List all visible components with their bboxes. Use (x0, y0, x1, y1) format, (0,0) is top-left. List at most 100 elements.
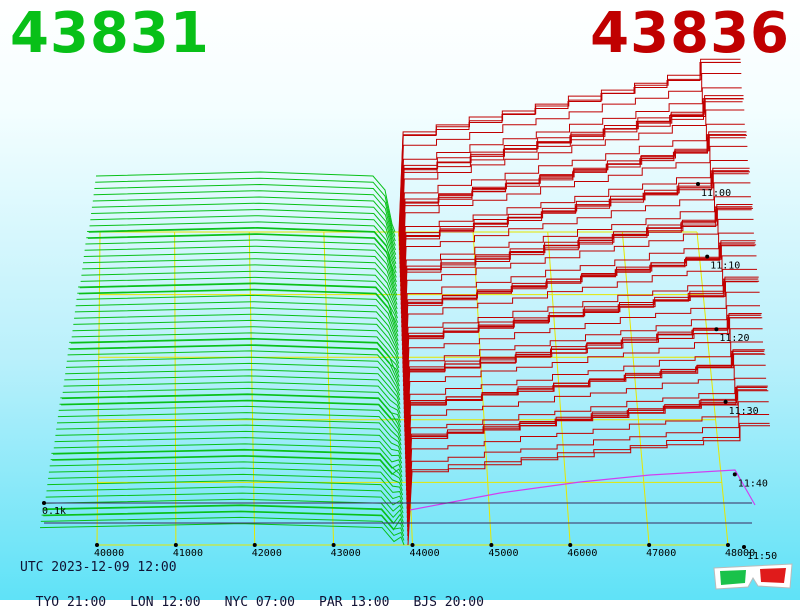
bid-depth-curve (39, 523, 405, 546)
axis-layer: 40000 41000 42000 43000 44000 45000 46000 47000… (42, 182, 777, 562)
bid-depth-curve (61, 400, 402, 428)
x-tick-label: 42000 (252, 548, 282, 559)
3d-glasses-icon[interactable] (712, 560, 794, 592)
bid-depth-curve (54, 437, 403, 464)
paris-time: PAR 13:00 (319, 595, 390, 610)
bid-depth-curve (95, 177, 396, 237)
bid-depth-curve (91, 208, 397, 260)
bid-depth-curve (85, 239, 398, 292)
time-tick-marker (732, 472, 737, 477)
ask-depth-curve (399, 109, 745, 278)
bid-depth-curve (73, 319, 400, 360)
bid-depth-curve (44, 505, 404, 525)
ask-depth-curve (406, 377, 767, 505)
bid-depth-curve (93, 190, 396, 246)
ask-depth-curve (405, 350, 764, 478)
bid-depth-curve (89, 221, 397, 269)
ask-depth-curve (398, 61, 741, 242)
bid-depth-curve (82, 264, 398, 310)
bid-depth-curve (74, 307, 399, 351)
bid-depth-curve (56, 424, 402, 455)
bid-depth-curve (87, 226, 397, 283)
bid-depth-curve (87, 233, 397, 278)
ask-depth-curve (406, 389, 767, 514)
ask-depth-curve (405, 328, 763, 468)
x-tick-marker (726, 543, 730, 547)
tokyo-time: TYO 21:00 (35, 595, 107, 610)
ask-depth-curve (399, 87, 742, 251)
new-york-time: NYC 07:00 (224, 595, 296, 610)
grid-line-price-41000 (174, 231, 177, 546)
ask-depth-curve (403, 255, 757, 405)
bid-depth-curve (81, 270, 398, 314)
bid-depth-curve (65, 362, 401, 400)
ask-depth-curve (405, 313, 762, 459)
time-tick-marker (723, 399, 728, 404)
ask-depth-curve (401, 171, 750, 337)
x-tick-marker (95, 543, 99, 547)
x-tick-label: 44000 (410, 548, 440, 559)
time-tick-label: 11:00 (701, 188, 731, 199)
x-tick-label: 43000 (331, 548, 361, 559)
bid-depth-curve (94, 183, 396, 242)
y-tick-marker (42, 501, 46, 505)
bid-depth-curve (65, 369, 401, 405)
ask-depth-curve (407, 390, 769, 527)
x-tick-marker (331, 543, 336, 547)
bid-depth-curve (44, 498, 404, 519)
grid-line-price-40000 (96, 231, 101, 546)
time-tick-label: 11:20 (719, 333, 749, 344)
ask-base-edge (409, 469, 756, 511)
ask-depth-curve (407, 425, 770, 546)
ask-depth-curve (399, 123, 745, 282)
bid-depth-curve (66, 356, 401, 396)
beijing-time: BJS 20:00 (413, 595, 484, 610)
bid-depth-curve (41, 510, 405, 537)
ask-depth-curve (402, 204, 753, 364)
ask-depth-curve (400, 160, 748, 314)
x-tick-marker (568, 543, 573, 547)
time-tick-label: 11:10 (710, 261, 740, 272)
bid-depth-curve (48, 473, 404, 500)
ask-depth-curve (404, 305, 760, 441)
bid-depth-curve (70, 338, 400, 373)
bid-depth-curve (60, 393, 402, 432)
bid-depth-curve (67, 350, 401, 391)
ask-depth-curve (406, 385, 768, 523)
ask-depth-curve (402, 218, 754, 373)
x-tick-marker (647, 543, 652, 547)
ask-depth-curve (401, 196, 751, 346)
x-tick-marker (410, 543, 415, 547)
x-tick-label: 40000 (94, 548, 124, 559)
london-time: LON 12:00 (130, 595, 201, 610)
timezone-clocks: TYO 21:00 LON 12:00 NYC 07:00 PAR 13:00 BJS … (20, 580, 508, 610)
bid-depth-curve (83, 251, 398, 301)
x-tick-marker (173, 543, 178, 547)
grid-line-price-46000 (547, 231, 571, 546)
bid-depth-curve (59, 399, 402, 437)
bid-price: 43831 (10, 1, 210, 66)
bid-depth-curve (52, 449, 403, 473)
ask-depth-curve (402, 232, 754, 378)
ask-depth-curve (402, 207, 753, 369)
bid-depth-curve (76, 294, 399, 342)
bid-depth-curve (75, 301, 399, 346)
bid-depth-curve (74, 313, 399, 355)
bid-depth-curve (79, 283, 399, 323)
bid-depth-curve (63, 381, 401, 414)
time-tick-label: 11:30 (729, 406, 759, 417)
x-tick-marker (489, 543, 494, 547)
x-tick-label: 45000 (488, 548, 518, 559)
ask-depth-curve (403, 281, 758, 419)
time-tick-marker (705, 254, 710, 259)
ask-depth-curve (398, 58, 741, 237)
bid-depth-curve (92, 196, 396, 251)
bid-curves (39, 171, 405, 546)
ask-depth-curve (403, 244, 757, 400)
ask-depth-curve (405, 341, 763, 473)
time-tick-label: 11:40 (738, 478, 768, 489)
x-tick-marker (252, 543, 257, 547)
bid-depth-curve (84, 245, 398, 296)
ask-price: 43836 (590, 1, 790, 66)
bid-depth-curve (78, 289, 399, 328)
